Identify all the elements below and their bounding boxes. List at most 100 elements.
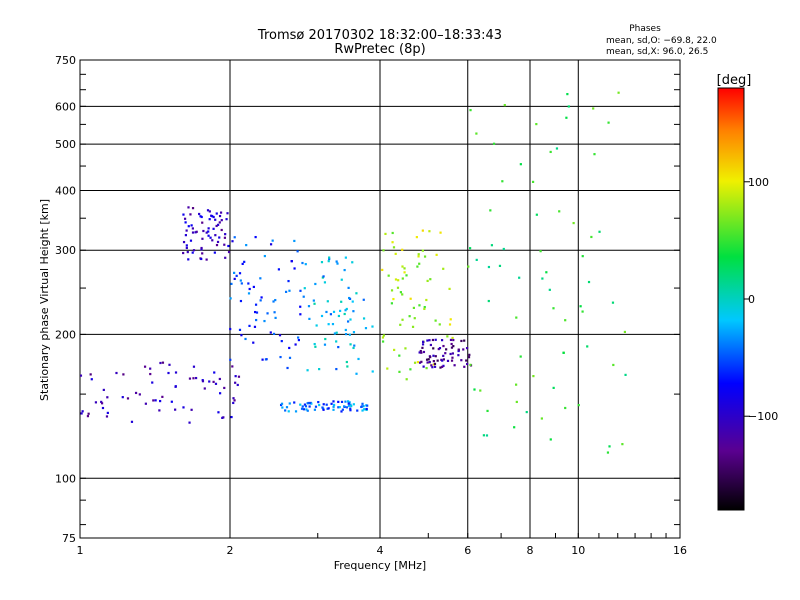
data-point (90, 378, 93, 381)
data-point (435, 253, 438, 256)
data-point (394, 278, 398, 281)
data-point (349, 318, 352, 321)
data-point (191, 207, 195, 210)
data-point (321, 276, 324, 279)
data-point (134, 391, 138, 395)
data-point (284, 409, 287, 412)
data-point (105, 415, 109, 418)
data-point (361, 402, 364, 405)
data-point (333, 332, 337, 335)
x-tick-label: 8 (527, 544, 534, 557)
data-point (279, 355, 282, 359)
data-points (80, 91, 627, 454)
data-point (434, 319, 437, 322)
data-point (306, 402, 309, 405)
stats-line-x: mean, sd,X: 96.0, 26.5 (606, 47, 708, 57)
data-point (121, 396, 124, 399)
data-point (434, 355, 437, 358)
data-point (442, 344, 445, 348)
data-point (248, 324, 251, 327)
data-point (201, 252, 204, 255)
y-tick-label: 400 (55, 184, 76, 197)
data-point (174, 385, 177, 388)
data-point (386, 367, 389, 370)
data-point (286, 366, 289, 370)
data-point (278, 334, 282, 337)
data-point (288, 356, 292, 359)
data-point (539, 250, 542, 253)
data-point (486, 409, 489, 413)
x-tick-label: 10 (571, 544, 585, 557)
data-point (215, 212, 218, 215)
data-point (540, 417, 543, 420)
x-tick-label: 2 (227, 544, 234, 557)
data-point (299, 313, 302, 316)
data-point (344, 256, 347, 259)
data-point (612, 363, 615, 367)
data-point (348, 296, 351, 300)
data-point (398, 370, 401, 373)
data-point (272, 332, 276, 336)
data-point (254, 235, 257, 239)
data-point (346, 320, 350, 323)
data-point (159, 361, 162, 365)
grid-lines (80, 60, 680, 538)
data-point (211, 215, 214, 218)
data-point (89, 373, 92, 376)
data-point (564, 406, 567, 410)
data-point (607, 121, 610, 124)
data-point (409, 297, 412, 300)
data-point (337, 400, 340, 403)
y-tick-label: 100 (55, 472, 76, 485)
data-point (362, 405, 365, 408)
data-point (442, 364, 445, 367)
data-point (337, 406, 340, 409)
data-point (190, 408, 193, 411)
data-point (433, 365, 437, 368)
data-point (391, 241, 394, 244)
data-point (213, 371, 216, 374)
data-point (340, 410, 343, 413)
data-point (237, 375, 241, 378)
data-point (552, 307, 555, 310)
data-point (322, 408, 325, 411)
data-point (452, 338, 455, 342)
data-point (441, 365, 444, 368)
data-point (287, 410, 290, 413)
data-point (149, 367, 152, 370)
colorbar-ticks: 100 0 −100 (744, 176, 778, 423)
data-point (259, 277, 262, 280)
data-point (349, 343, 352, 346)
data-point (233, 399, 236, 402)
data-point (344, 400, 347, 403)
data-point (355, 372, 358, 375)
data-point (549, 150, 552, 154)
data-point (219, 211, 223, 214)
data-point (342, 405, 346, 408)
data-point (348, 333, 351, 336)
data-point (293, 239, 296, 243)
data-point (347, 286, 350, 289)
data-point (449, 338, 453, 342)
data-point (126, 397, 130, 400)
data-point (263, 254, 266, 258)
data-point (106, 411, 109, 415)
data-point (213, 251, 216, 254)
data-point (445, 348, 448, 351)
data-point (422, 350, 426, 354)
data-point (234, 375, 237, 378)
data-point (214, 218, 217, 221)
data-point (417, 253, 420, 256)
data-point (391, 231, 394, 235)
data-point (233, 236, 236, 239)
data-point (492, 142, 496, 145)
data-point (345, 360, 348, 364)
data-point (290, 260, 293, 263)
data-point (608, 445, 611, 448)
data-point (581, 255, 584, 258)
data-point (317, 400, 320, 404)
data-point (138, 393, 141, 396)
data-point (247, 292, 251, 295)
data-point (325, 403, 328, 406)
data-point (232, 401, 235, 405)
